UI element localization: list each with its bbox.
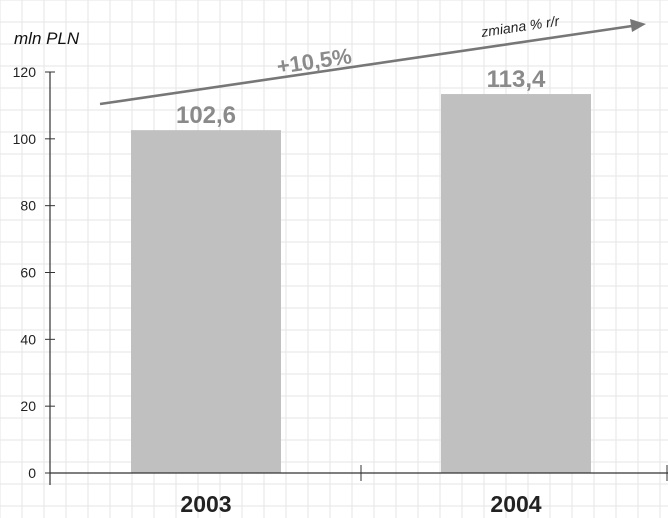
change-yoy-caption: zmiana % r/r — [479, 12, 561, 40]
x-axis-ticks: 2003 2004 — [180, 491, 541, 517]
bar-2004 — [441, 94, 591, 474]
y-tick-label: 20 — [20, 398, 36, 414]
bar-series — [131, 94, 591, 474]
x-tick-label: 2004 — [490, 491, 541, 517]
y-axis-label: mln PLN — [14, 29, 80, 48]
y-tick-label: 120 — [13, 64, 37, 80]
data-labels: 102,6 113,4 — [176, 66, 546, 129]
growth-percent-label: +10,5% — [275, 43, 353, 79]
bar-value-label: 113,4 — [487, 66, 546, 93]
y-axis-ticks: 0 20 40 60 80 100 120 — [13, 64, 55, 481]
bar-value-label: 102,6 — [176, 102, 236, 129]
x-tick-label: 2003 — [180, 491, 231, 517]
growth-trend-arrow — [99, 19, 646, 106]
y-tick-label: 100 — [13, 131, 37, 147]
y-tick-label: 60 — [20, 265, 36, 281]
y-tick-label: 40 — [20, 331, 36, 347]
y-tick-label: 0 — [28, 465, 36, 481]
bar-2003 — [131, 130, 281, 473]
y-tick-label: 80 — [20, 198, 36, 214]
